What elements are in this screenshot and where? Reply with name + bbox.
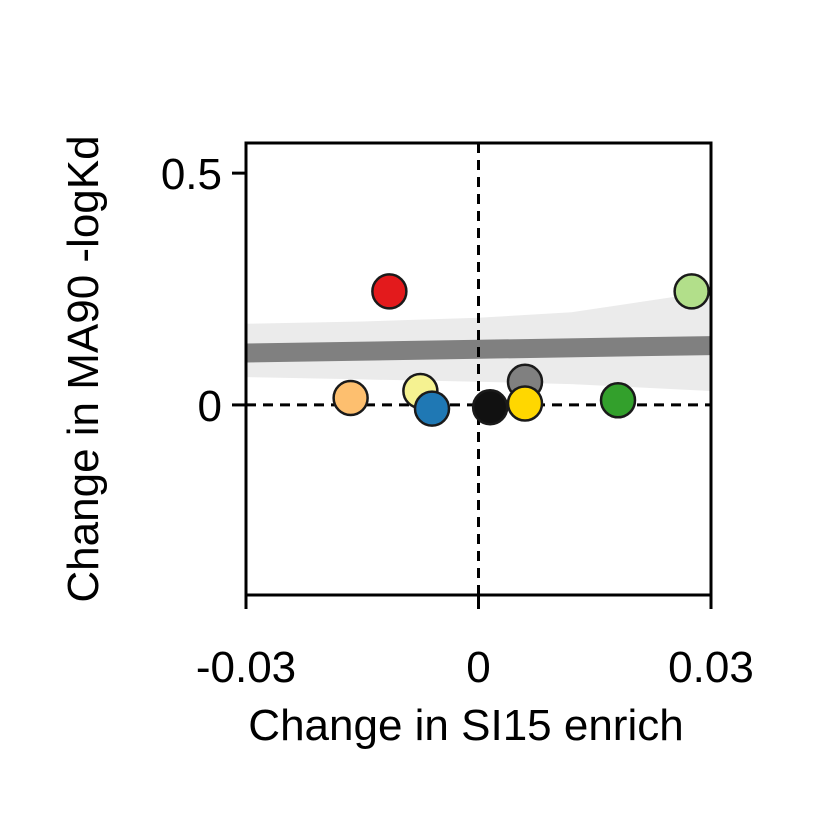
data-point bbox=[471, 388, 509, 426]
data-points bbox=[332, 273, 710, 427]
x-axis-label: Change in SI15 enrich bbox=[248, 701, 683, 750]
x-tick-label: 0 bbox=[466, 643, 490, 692]
data-point bbox=[599, 382, 637, 419]
x-tick-label: -0.03 bbox=[196, 643, 296, 692]
y-tick-label: 0.5 bbox=[161, 150, 222, 199]
y-axis-ticks: 0.50 bbox=[161, 150, 246, 431]
y-axis-label: Change in MA90 -logKd bbox=[59, 135, 108, 602]
x-axis-ticks: -0.03 0 0.03 bbox=[196, 595, 754, 692]
data-point bbox=[332, 379, 369, 417]
reference-lines bbox=[246, 143, 711, 595]
x-tick-label: 0.03 bbox=[668, 643, 754, 692]
data-point bbox=[506, 385, 544, 422]
data-point bbox=[371, 273, 408, 310]
data-point bbox=[413, 390, 451, 427]
y-tick-label: 0 bbox=[198, 382, 222, 431]
regression-layer bbox=[246, 291, 711, 392]
data-point bbox=[673, 273, 710, 310]
